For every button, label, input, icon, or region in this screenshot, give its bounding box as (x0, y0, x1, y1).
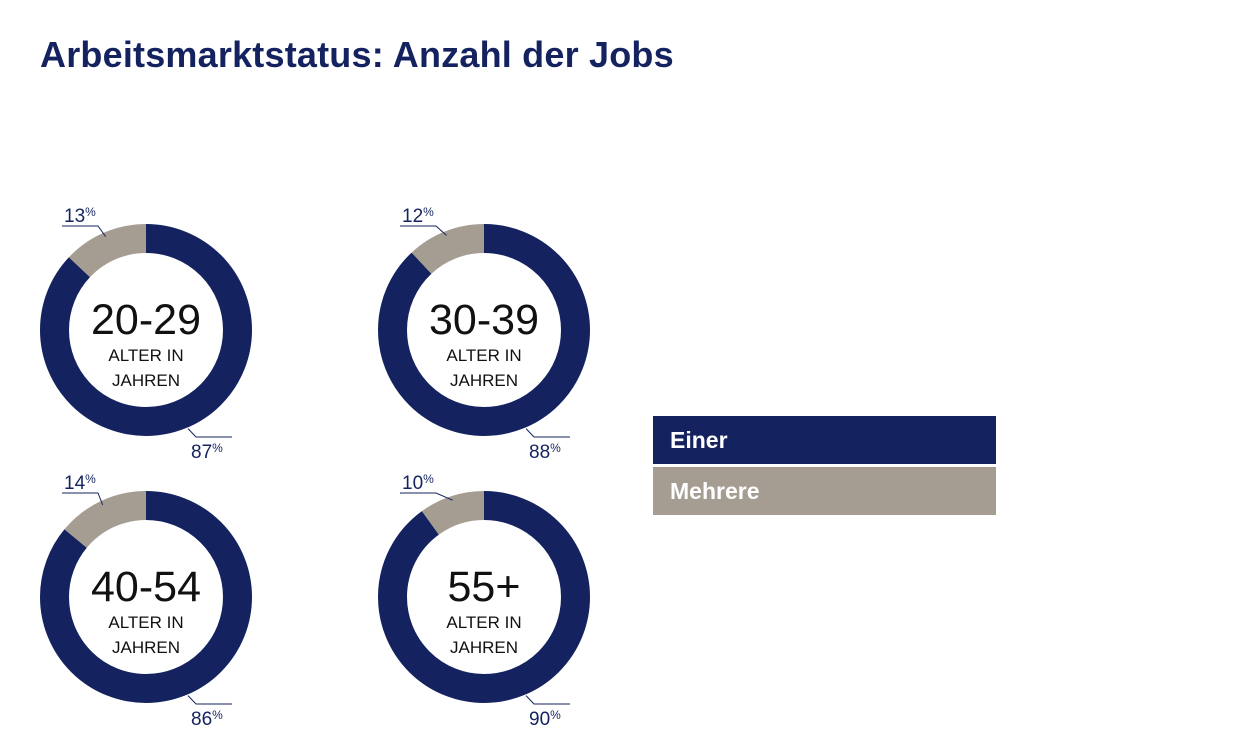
percent-sign: % (212, 708, 223, 722)
donut-55plus: 55+ ALTER IN JAHREN 10% 90% (378, 472, 590, 730)
label-einer-30-39: 88% (529, 441, 561, 463)
leader-line-mehrere (400, 225, 447, 236)
legend-mehrere: Mehrere (653, 467, 996, 515)
donut-sublabel: ALTER IN (108, 613, 183, 632)
donut-20-29: 20-29 ALTER IN JAHREN 13% 87% (40, 205, 252, 463)
donut-group-label: 55+ (448, 563, 521, 611)
label-einer-40-54: 86% (191, 708, 223, 730)
percent-sign: % (423, 472, 434, 486)
percent-sign: % (423, 205, 434, 219)
label-einer-20-29: 87% (191, 441, 223, 463)
label-mehrere-55plus: 10% (402, 472, 434, 494)
donut-40-54: 40-54 ALTER IN JAHREN 14% 86% (40, 472, 252, 730)
donut-sublabel: JAHREN (450, 638, 518, 657)
leader-line-einer (187, 695, 232, 705)
leader-line-mehrere (62, 492, 104, 506)
percent-sign: % (212, 441, 223, 455)
donut-group-label: 30-39 (429, 296, 539, 344)
slice-mehrere-55plus (378, 491, 590, 703)
legend-einer: Einer (653, 416, 996, 464)
leader-line-einer (525, 428, 570, 438)
donut-group-label: 20-29 (91, 296, 201, 344)
legend-label-mehrere: Mehrere (670, 477, 760, 504)
donut-sublabel: ALTER IN (108, 346, 183, 365)
donut-sublabel: JAHREN (112, 371, 180, 390)
donut-30-39: 30-39 ALTER IN JAHREN 12% 88% (378, 205, 590, 463)
percent-sign: % (550, 441, 561, 455)
leader-line-einer (525, 695, 570, 705)
label-mehrere-40-54: 14% (64, 472, 96, 494)
donut-sublabel: ALTER IN (446, 346, 521, 365)
leader-line-mehrere (62, 225, 107, 237)
percent-sign: % (85, 472, 96, 486)
label-einer-55plus: 90% (529, 708, 561, 730)
donut-sublabel: JAHREN (112, 638, 180, 657)
donut-sublabel: JAHREN (450, 371, 518, 390)
leader-line-einer (187, 428, 232, 438)
percent-sign: % (550, 708, 561, 722)
slice-mehrere-20-29 (40, 224, 252, 436)
label-mehrere-20-29: 13% (64, 205, 96, 227)
donut-sublabel: ALTER IN (446, 613, 521, 632)
slice-mehrere-40-54 (40, 491, 252, 703)
label-mehrere-30-39: 12% (402, 205, 434, 227)
chart-title: Arbeitsmarktstatus: Anzahl der Jobs (40, 34, 674, 75)
leader-line-mehrere (400, 492, 453, 501)
percent-sign: % (85, 205, 96, 219)
donut-group-label: 40-54 (91, 563, 201, 611)
slice-mehrere-30-39 (378, 224, 590, 436)
legend-label-einer: Einer (670, 426, 728, 453)
